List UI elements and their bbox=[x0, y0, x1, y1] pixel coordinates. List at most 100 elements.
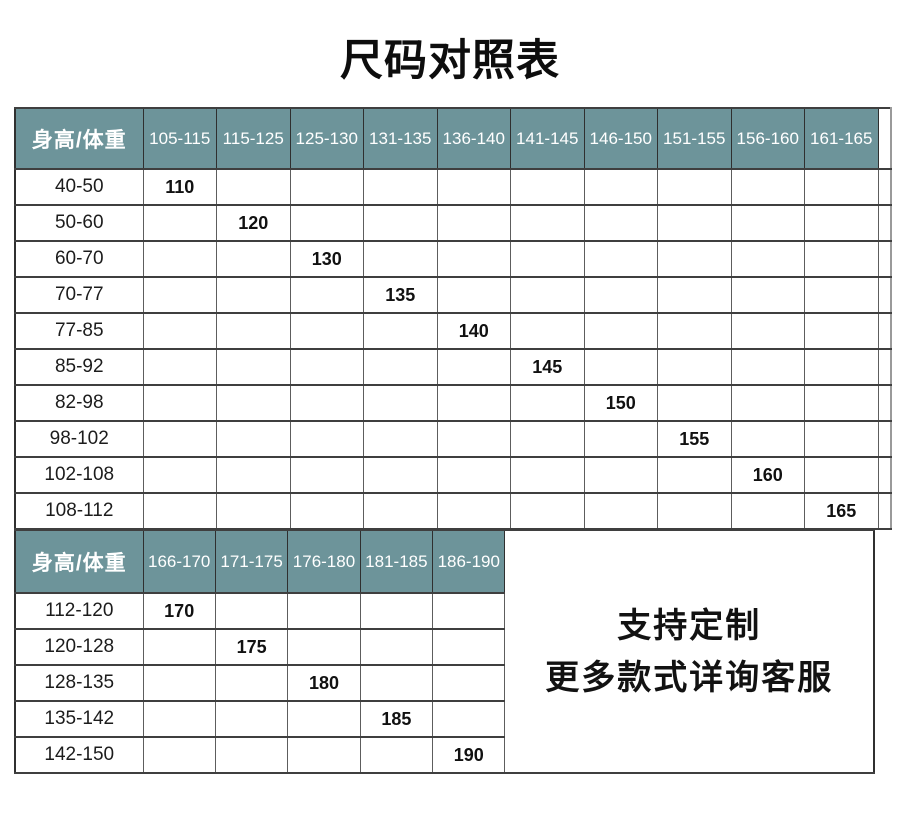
size-value-cell bbox=[216, 312, 291, 350]
weight-range-cell: 135-142 bbox=[14, 700, 144, 738]
height-range-header: 156-160 bbox=[730, 107, 805, 170]
table-row: 102-108 160 bbox=[14, 456, 892, 494]
height-range-header: 146-150 bbox=[583, 107, 658, 170]
height-range-header: 141-145 bbox=[510, 107, 585, 170]
spacer-cell bbox=[877, 168, 892, 206]
size-value-cell bbox=[730, 276, 805, 314]
size-value-cell bbox=[804, 240, 879, 278]
size-value-cell bbox=[432, 664, 506, 702]
size-value-cell bbox=[510, 492, 585, 530]
spacer-header-cell bbox=[877, 107, 892, 170]
size-value-cell: 135 bbox=[363, 276, 438, 314]
height-range-header: 181-185 bbox=[359, 529, 434, 594]
size-value-cell: 110 bbox=[142, 168, 217, 206]
table-row: 60-70 130 bbox=[14, 240, 892, 278]
spacer-cell bbox=[877, 456, 892, 494]
size-value-cell bbox=[216, 384, 291, 422]
height-weight-corner-header: 身高/体重 bbox=[14, 529, 144, 594]
height-weight-corner-header: 身高/体重 bbox=[14, 107, 144, 170]
size-value-cell bbox=[289, 456, 364, 494]
size-value-cell: 145 bbox=[510, 348, 585, 386]
height-range-header: 105-115 bbox=[142, 107, 217, 170]
size-value-cell bbox=[657, 456, 732, 494]
size-value-cell bbox=[657, 168, 732, 206]
height-range-header: 125-130 bbox=[289, 107, 364, 170]
size-value-cell bbox=[583, 312, 658, 350]
size-value-cell bbox=[730, 384, 805, 422]
spacer-cell bbox=[877, 204, 892, 242]
size-value-cell: 190 bbox=[432, 736, 506, 774]
weight-range-cell: 102-108 bbox=[14, 456, 144, 494]
size-value-cell bbox=[804, 276, 879, 314]
size-value-cell bbox=[436, 456, 511, 494]
table-row: 40-50 110 bbox=[14, 168, 892, 206]
size-value-cell bbox=[142, 276, 217, 314]
size-value-cell bbox=[216, 456, 291, 494]
spacer-cell bbox=[877, 348, 892, 386]
weight-range-cell: 98-102 bbox=[14, 420, 144, 458]
size-value-cell bbox=[510, 204, 585, 242]
size-value-cell bbox=[804, 420, 879, 458]
size-value-cell bbox=[432, 700, 506, 738]
size-value-cell bbox=[363, 384, 438, 422]
size-value-cell bbox=[363, 168, 438, 206]
size-value-cell bbox=[804, 384, 879, 422]
size-value-cell bbox=[730, 420, 805, 458]
table-row: 85-92 145 bbox=[14, 348, 892, 386]
size-value-cell bbox=[730, 204, 805, 242]
size-value-cell bbox=[359, 664, 434, 702]
size-value-cell bbox=[216, 348, 291, 386]
size-value-cell bbox=[436, 420, 511, 458]
size-value-cell bbox=[363, 312, 438, 350]
size-value-cell bbox=[142, 628, 216, 666]
spacer-cell bbox=[877, 420, 892, 458]
spacer-cell bbox=[877, 276, 892, 314]
size-value-cell bbox=[583, 168, 658, 206]
weight-range-cell: 85-92 bbox=[14, 348, 144, 386]
size-value-cell: 130 bbox=[289, 240, 364, 278]
height-range-header: 186-190 bbox=[432, 529, 506, 594]
size-value-cell bbox=[510, 456, 585, 494]
upper-size-table: 身高/体重 105-115 115-125 125-130 131-135 13… bbox=[14, 107, 892, 530]
size-value-cell bbox=[804, 168, 879, 206]
weight-range-cell: 40-50 bbox=[14, 168, 144, 206]
size-value-cell bbox=[804, 456, 879, 494]
customization-note: 支持定制 更多款式详询客服 bbox=[504, 529, 875, 774]
weight-range-cell: 82-98 bbox=[14, 384, 144, 422]
size-value-cell bbox=[432, 628, 506, 666]
spacer-cell bbox=[877, 492, 892, 530]
size-value-cell bbox=[142, 456, 217, 494]
size-value-cell bbox=[510, 240, 585, 278]
size-value-cell bbox=[804, 348, 879, 386]
size-value-cell bbox=[657, 492, 732, 530]
size-value-cell bbox=[216, 420, 291, 458]
size-value-cell bbox=[359, 628, 434, 666]
table-row: 108-112 165 bbox=[14, 492, 892, 530]
size-value-cell bbox=[436, 240, 511, 278]
weight-range-cell: 60-70 bbox=[14, 240, 144, 278]
size-value-cell: 170 bbox=[142, 592, 216, 630]
height-range-header: 115-125 bbox=[216, 107, 291, 170]
table-row: 77-85 140 bbox=[14, 312, 892, 350]
size-value-cell bbox=[289, 168, 364, 206]
size-value-cell bbox=[289, 276, 364, 314]
size-value-cell bbox=[657, 276, 732, 314]
size-value-cell: 150 bbox=[583, 384, 658, 422]
weight-range-cell: 50-60 bbox=[14, 204, 144, 242]
size-value-cell bbox=[142, 348, 217, 386]
size-value-cell bbox=[289, 348, 364, 386]
size-value-cell bbox=[657, 348, 732, 386]
weight-range-cell: 120-128 bbox=[14, 628, 144, 666]
size-value-cell: 185 bbox=[359, 700, 434, 738]
table-row: 120-128 175 bbox=[14, 628, 874, 666]
table-row: 112-120 170 bbox=[14, 592, 874, 630]
note-line-2: 更多款式详询客服 bbox=[545, 658, 834, 697]
size-value-cell bbox=[363, 204, 438, 242]
height-range-header: 171-175 bbox=[214, 529, 289, 594]
size-value-cell bbox=[583, 204, 658, 242]
size-value-cell bbox=[436, 204, 511, 242]
size-value-cell bbox=[730, 240, 805, 278]
size-value-cell bbox=[289, 204, 364, 242]
size-value-cell bbox=[359, 592, 434, 630]
height-range-header: 166-170 bbox=[142, 529, 216, 594]
